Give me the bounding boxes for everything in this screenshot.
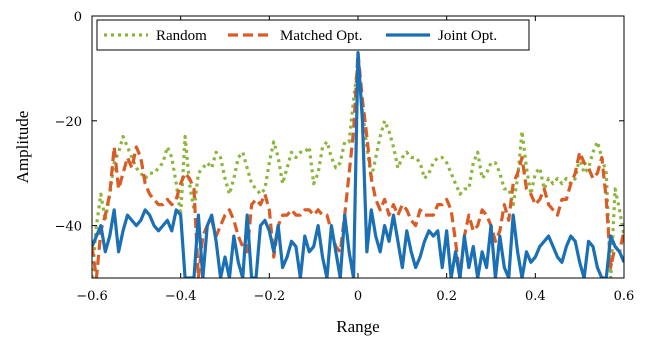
series-layer xyxy=(92,51,624,278)
ticks-layer: −0.6 −0.4 −0.2 0 0.2 0.4 0.6 −40 −20 0 xyxy=(55,10,635,304)
legend-label-2: Joint Opt. xyxy=(438,28,497,44)
x-tick-label: 0 xyxy=(354,289,362,304)
x-tick-label: 0.6 xyxy=(614,289,635,304)
legend-box xyxy=(96,19,530,51)
x-tick-label: −0.2 xyxy=(254,289,286,304)
x-axis-label: Range xyxy=(336,317,379,336)
y-tick-label: −40 xyxy=(55,220,82,235)
legend-label-1: Matched Opt. xyxy=(280,28,362,44)
x-tick-label: −0.4 xyxy=(165,289,197,304)
legend-label-0: Random xyxy=(156,28,207,44)
y-axis-label: Amplitude xyxy=(13,111,32,184)
y-tick-label: −20 xyxy=(55,115,82,130)
legend: Random Matched Opt. Joint Opt. xyxy=(96,19,530,51)
x-tick-label: −0.6 xyxy=(76,289,108,304)
x-tick-label: 0.4 xyxy=(525,289,546,304)
x-tick-label: 0.2 xyxy=(436,289,457,304)
series-line-2 xyxy=(92,51,624,278)
y-tick-label: 0 xyxy=(74,10,82,25)
